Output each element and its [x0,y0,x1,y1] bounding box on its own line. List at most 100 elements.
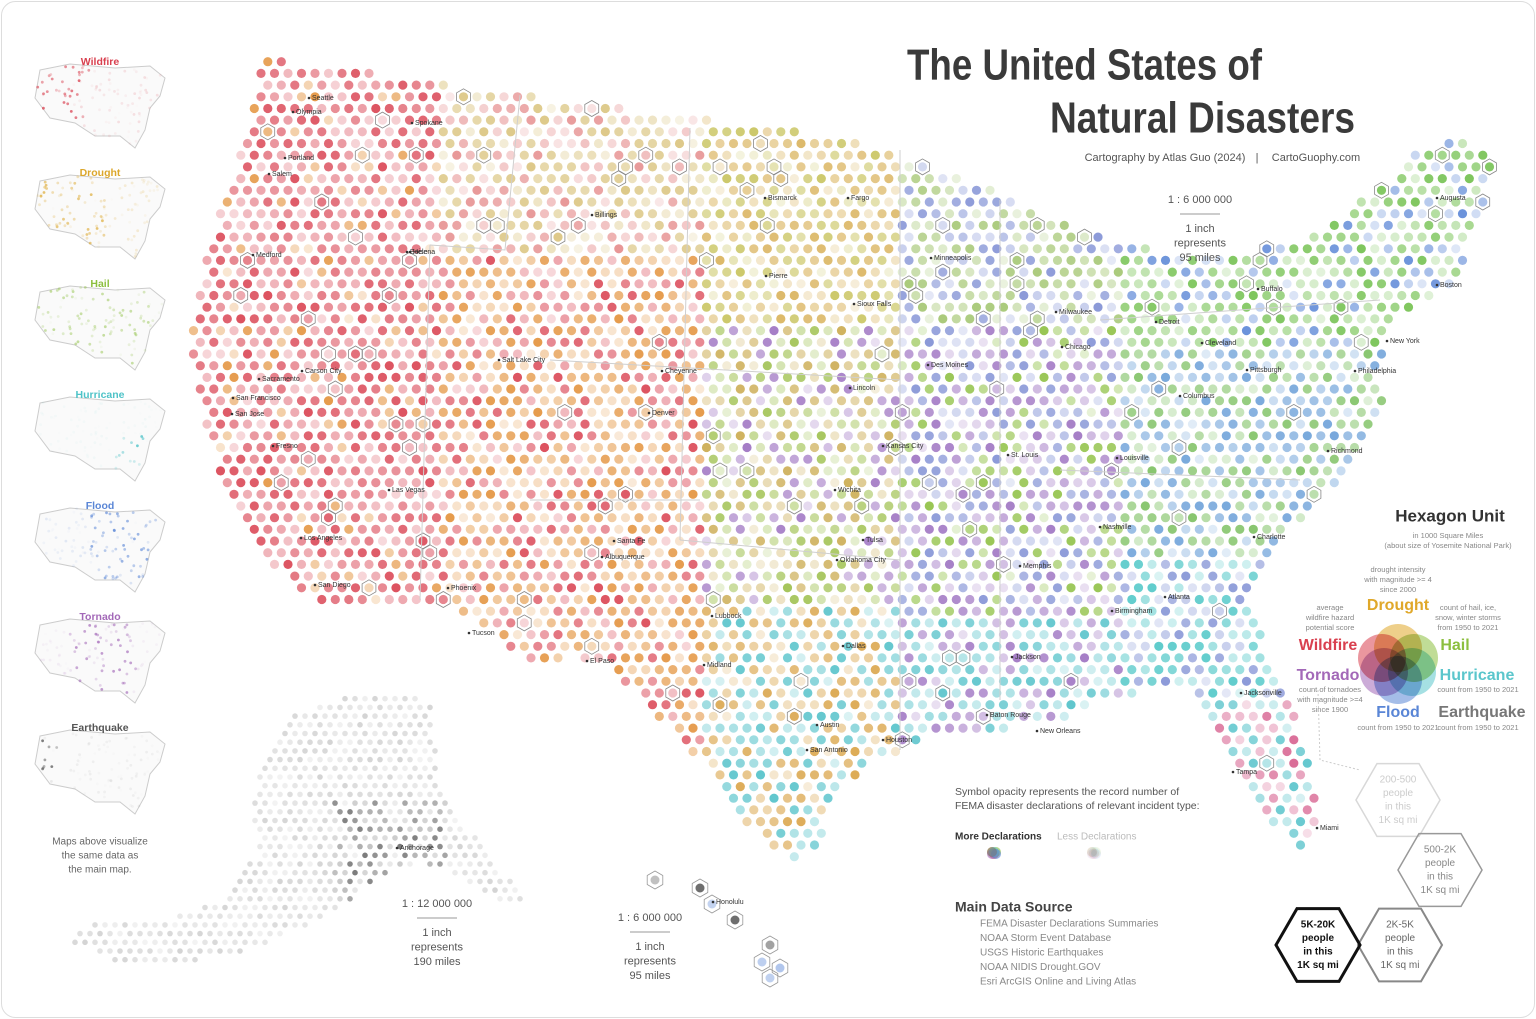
hex-dot [722,337,732,347]
hex-dot [715,630,725,640]
small-map-dot [62,101,66,104]
hex-dot [512,559,523,570]
hex-dot [1032,501,1042,511]
hex-dot [782,279,793,289]
hex-dot [1255,302,1265,312]
hex-dot [418,185,428,195]
hex-dot [1471,209,1481,219]
hex-dot [438,501,448,511]
hex-dot [816,594,826,605]
hex-dot [263,407,273,417]
hex-dot [620,326,631,336]
hex-dot [1397,174,1407,184]
hex-dot [445,115,455,125]
hex-dot [863,583,874,593]
hex-dot [809,746,820,757]
hex-dot [209,384,219,394]
hex-dot [342,835,348,841]
hex-dot [971,279,982,289]
hex-dot [162,922,168,928]
hex-dot [411,290,421,301]
hex-dot [232,887,238,893]
hex-outline [361,345,377,363]
hex-dot [668,361,678,371]
hex-dot [546,594,556,605]
hex-dot [438,361,448,371]
hex-dot [958,630,968,640]
small-map-dot [62,217,65,221]
hex-dot [701,676,712,686]
hex-dot [364,466,374,476]
hex-dot [1012,559,1022,570]
hex-dot [391,396,401,406]
hex-dot [600,571,610,581]
hex-dot [1221,407,1231,417]
hex-dot [330,478,340,488]
hex-dot [317,384,327,394]
hex-dot [364,583,374,593]
hex-dot [830,197,840,207]
hex-dot [654,665,664,675]
hex-dot [418,115,428,125]
hex-dot [573,174,583,184]
hex-dot [1464,150,1474,160]
hex-dot [1012,513,1022,523]
hex-dot [1241,630,1252,640]
hex-dot [641,571,651,581]
hex-dot [614,197,624,207]
hex-dot [1221,267,1231,277]
hex-dot [634,279,644,289]
hex-dot [1289,337,1299,347]
hex-dot [546,478,556,488]
small-map-dot [42,191,46,194]
hex-dot [870,244,880,254]
hex-dot [398,594,408,605]
hex-dot [472,442,482,453]
hex-dot [992,641,1002,651]
hex-dot [387,861,393,867]
hex-dot [257,878,263,885]
hex-dot [1046,548,1056,558]
hex-dot [782,653,793,663]
hex-dot [1066,279,1076,289]
hex-dot [830,618,840,628]
hex-dot [1133,513,1144,523]
hex-dot [614,150,624,160]
hex-dot [1120,419,1130,429]
hex-outline [1009,275,1025,293]
hex-dot [1066,396,1076,406]
hex-dot [512,630,523,640]
hex-dot [553,396,563,406]
hex-dot [1403,232,1414,242]
hex-dot [971,302,982,312]
hex-dot [647,419,658,429]
hex-dot [347,722,353,728]
hex-dot [350,489,361,499]
hex-dot [992,688,1002,698]
hex-dot [533,337,543,347]
hex-dot [546,407,556,417]
hex-dot [364,302,374,312]
hex-dot [769,209,779,219]
hex-dot [614,524,624,534]
hex-dot [467,843,473,850]
small-map-dot [103,207,106,211]
hex-dot [398,571,408,581]
hex-dot [749,127,759,137]
hex-dot [776,337,786,347]
hex-dot [287,861,293,867]
hex-dot [985,723,995,733]
hex-dot [654,361,664,371]
hex-dot [1444,279,1454,289]
hex-dot [407,756,413,763]
hex-dot [1100,407,1110,417]
small-map-dot [118,187,122,190]
hex-dot [1167,361,1177,371]
hex-dot [1248,618,1258,628]
hex-dot [1005,524,1015,534]
hex-dot [978,337,988,347]
hex-dot [418,536,428,546]
hex-dot [539,419,550,429]
hex-dot [985,279,995,289]
hex-dot [722,150,732,160]
